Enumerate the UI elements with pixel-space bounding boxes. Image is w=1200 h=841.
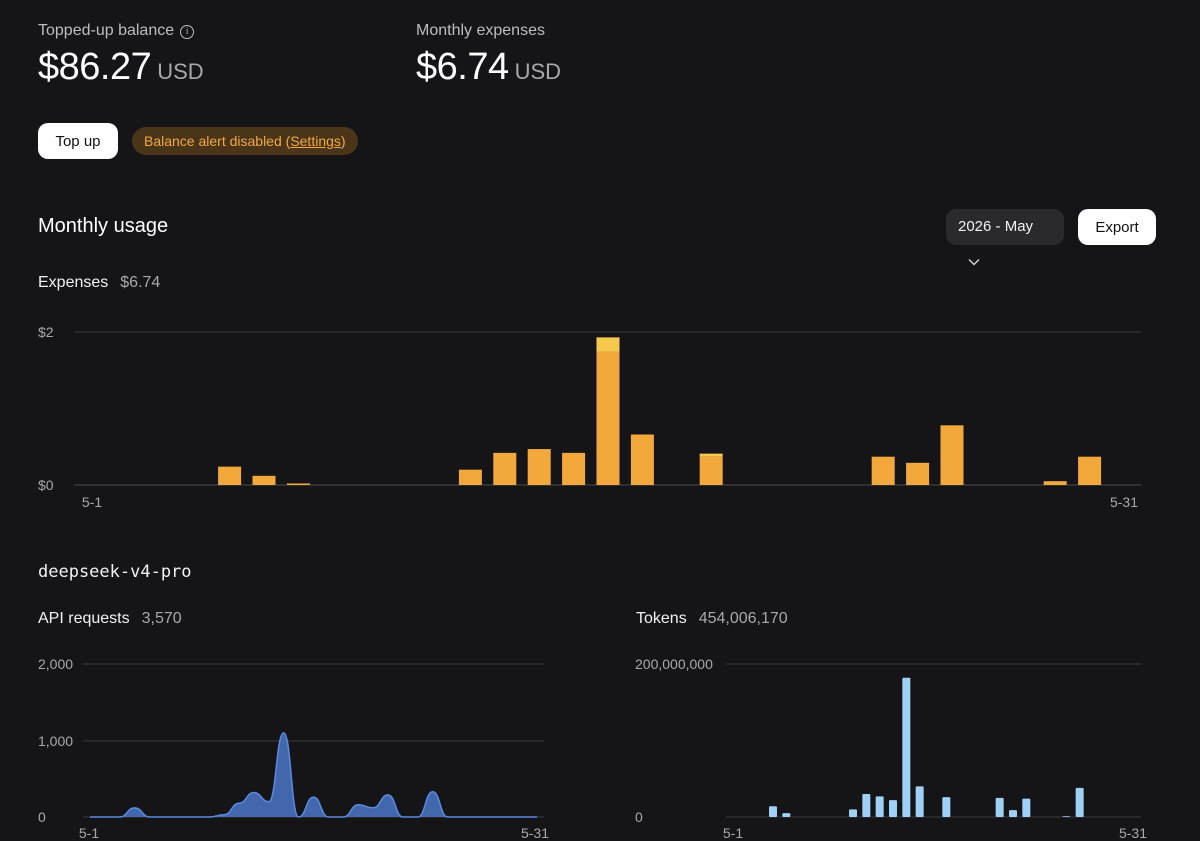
expenses-chart-header: Expenses $6.74 [38, 274, 160, 292]
tokens-bar-5-22 [1009, 810, 1017, 817]
y-tick-label-bottom: $0 [38, 477, 54, 493]
top-up-button[interactable]: Top up [38, 123, 118, 159]
settings-link[interactable]: Settings [290, 133, 341, 149]
expense-bar-5-5 [218, 466, 242, 485]
tokens-bar-5-15 [915, 786, 924, 817]
expense-bar-5-15 [562, 452, 586, 485]
expense-bar-5-24 [871, 456, 895, 485]
x-tick-label-start: 5-1 [723, 825, 743, 841]
tokens-bar-5-10 [849, 809, 857, 817]
tokens-label: Tokens [636, 610, 687, 627]
monthly-expenses-label: Monthly expenses [416, 22, 545, 39]
tokens-bar-5-12 [875, 796, 884, 817]
balance-amount: $86.27 USD [38, 46, 204, 89]
info-icon[interactable]: i [180, 25, 195, 39]
expense-bar-5-6 [252, 475, 276, 485]
balance-unit: USD [157, 59, 204, 84]
expense-bar-top-5-16 [596, 337, 620, 352]
requests-area [90, 732, 537, 817]
y-tick-label-2: 0 [38, 809, 46, 825]
tokens-bar-5-4 [769, 806, 777, 817]
tokens-bar-5-26 [1062, 816, 1071, 817]
api-requests-total: 3,570 [141, 610, 182, 627]
monthly-expenses-value: $6.74 [416, 46, 509, 88]
expenses-chart-label: Expenses [38, 274, 109, 291]
expense-bar-5-13 [493, 452, 517, 485]
tokens-bar-5-11 [862, 794, 871, 817]
y-tick-label-0: 2,000 [38, 656, 73, 672]
expense-bar-5-7 [286, 483, 310, 485]
expense-bar-5-26 [940, 425, 964, 485]
expenses-chart: $2 $0 5-1 5-31 [38, 324, 1141, 510]
x-tick-label-end: 5-31 [1119, 825, 1147, 841]
x-tick-label-end: 5-31 [1110, 494, 1138, 510]
expense-bar-5-19 [699, 456, 723, 485]
y-tick-label-top: 200,000,000 [635, 656, 713, 672]
y-tick-label-1: 1,000 [38, 733, 73, 749]
y-tick-label-top: $2 [38, 324, 54, 340]
y-tick-label-bottom: 0 [635, 809, 643, 825]
expense-bar-5-12 [458, 469, 482, 485]
expense-bar-5-17 [630, 434, 654, 485]
monthly-usage-title: Monthly usage [38, 215, 169, 237]
period-select[interactable]: 2026 - May [946, 209, 1064, 266]
monthly-expenses-unit: USD [514, 59, 562, 84]
tokens-header: Tokens 454,006,170 [636, 610, 788, 628]
chevron-down-icon [968, 258, 980, 266]
period-select-value: 2026 - May [958, 218, 1034, 235]
balance-alert-badge: Balance alert disabled (Settings) [132, 127, 358, 155]
balance-value: $86.27 [38, 46, 152, 88]
expense-bar-top-5-19 [699, 453, 723, 457]
tokens-bar-5-17 [942, 797, 951, 817]
tokens-total: 454,006,170 [698, 610, 788, 627]
tokens-bar-5-5 [782, 813, 791, 817]
expense-bar-5-29 [1043, 481, 1067, 485]
tokens-bar-5-23 [1022, 798, 1031, 817]
tokens-chart: 200,000,000 0 5-1 5-31 [635, 656, 1147, 841]
expense-bar-5-16 [596, 351, 620, 485]
balance-label: Topped-up balance i [38, 22, 195, 40]
tokens-bar-5-27 [1075, 787, 1084, 817]
tokens-bar-5-21 [995, 797, 1004, 817]
expense-bar-5-25 [906, 462, 930, 485]
export-button[interactable]: Export [1078, 209, 1156, 245]
expense-bar-5-14 [527, 449, 551, 485]
tokens-bar-5-13 [889, 800, 897, 817]
monthly-expenses-amount: $6.74 USD [416, 46, 561, 89]
api-requests-label: API requests [38, 610, 130, 627]
model-name: deepseek-v4-pro [38, 562, 192, 582]
x-tick-label-end: 5-31 [521, 825, 549, 841]
api-requests-chart: 2,000 1,000 0 5-1 5-31 [38, 656, 549, 841]
x-tick-label-start: 5-1 [79, 825, 99, 841]
api-requests-header: API requests 3,570 [38, 610, 182, 628]
tokens-bar-5-14 [902, 677, 911, 817]
expense-bar-5-30 [1078, 456, 1102, 485]
expenses-chart-total: $6.74 [120, 274, 161, 291]
requests-line [90, 732, 537, 818]
x-tick-label-start: 5-1 [82, 494, 102, 510]
